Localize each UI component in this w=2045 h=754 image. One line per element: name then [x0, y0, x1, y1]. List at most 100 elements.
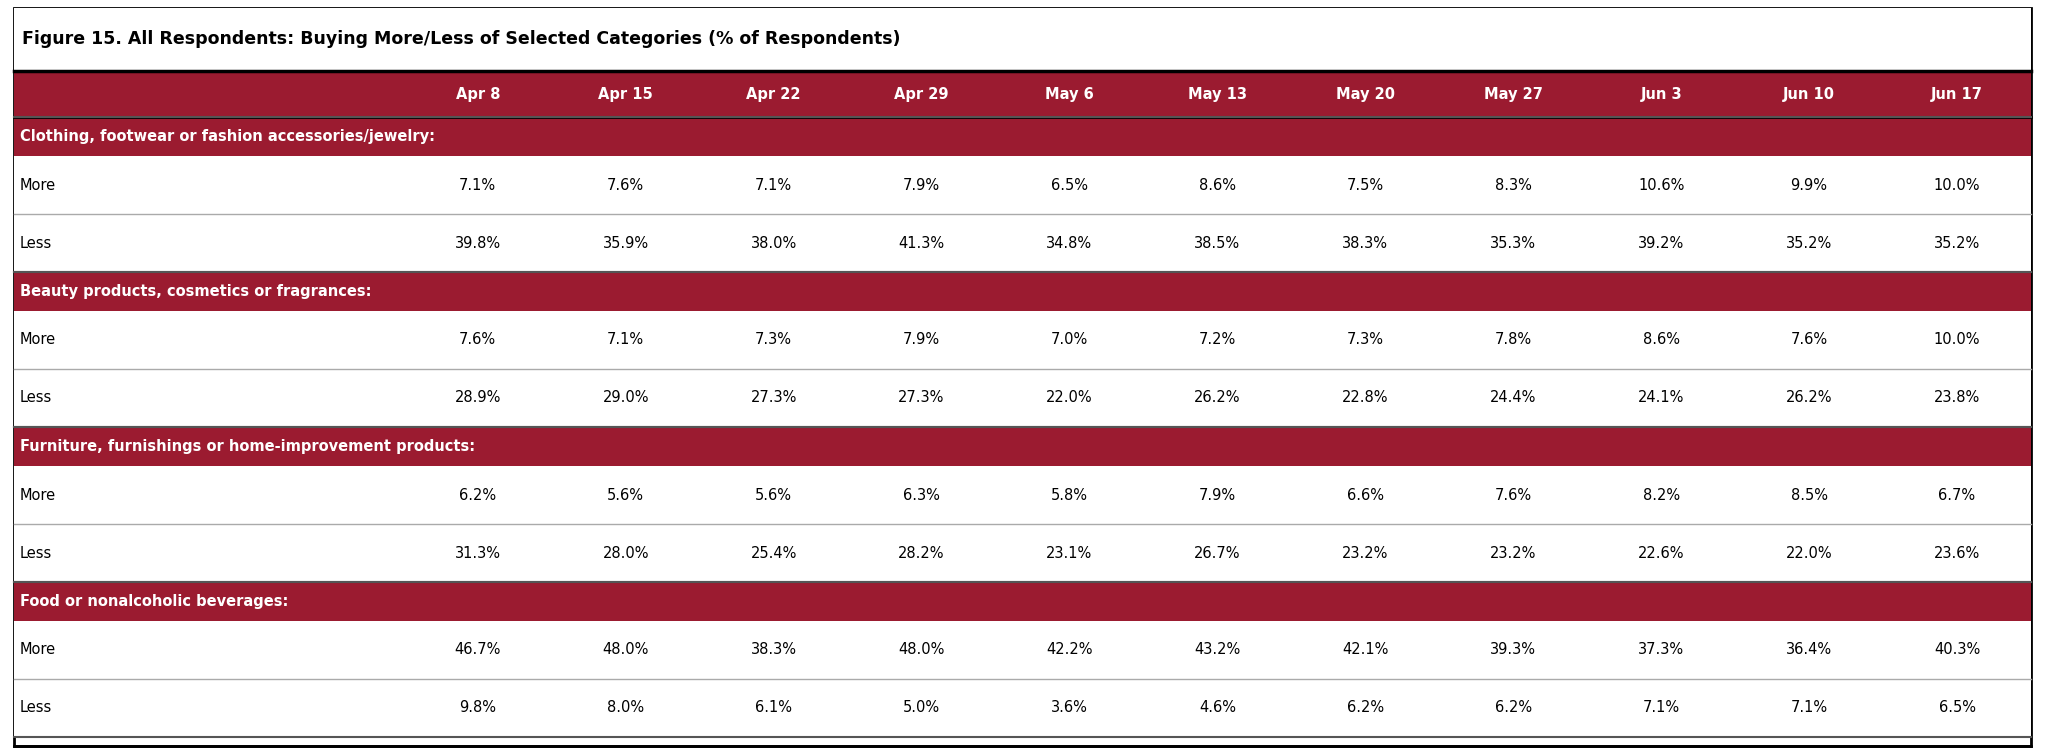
Text: 35.3%: 35.3% [1491, 235, 1536, 250]
Text: 3.6%: 3.6% [1051, 700, 1088, 716]
Text: 10.0%: 10.0% [1935, 177, 1980, 192]
Text: 6.5%: 6.5% [1939, 700, 1975, 716]
Text: Jun 17: Jun 17 [1930, 87, 1984, 102]
Text: 9.8%: 9.8% [460, 700, 497, 716]
Text: Apr 29: Apr 29 [894, 87, 949, 102]
Text: 40.3%: 40.3% [1935, 642, 1980, 657]
Text: 28.2%: 28.2% [898, 545, 945, 560]
Text: 7.1%: 7.1% [460, 177, 497, 192]
Text: Furniture, furnishings or home-improvement products:: Furniture, furnishings or home-improveme… [20, 439, 474, 454]
Bar [14, 524, 2031, 582]
Text: 7.9%: 7.9% [904, 177, 941, 192]
Text: 35.9%: 35.9% [603, 235, 648, 250]
Text: 28.9%: 28.9% [454, 391, 501, 406]
Text: 5.6%: 5.6% [607, 488, 644, 502]
Text: 7.9%: 7.9% [904, 333, 941, 348]
Text: 46.7%: 46.7% [454, 642, 501, 657]
Text: Less: Less [20, 700, 53, 716]
Bar [14, 369, 2031, 427]
Text: Apr 8: Apr 8 [456, 87, 501, 102]
Bar [14, 156, 2031, 214]
Text: May 20: May 20 [1335, 87, 1395, 102]
Text: 8.6%: 8.6% [1642, 333, 1679, 348]
Text: 8.3%: 8.3% [1495, 177, 1532, 192]
Text: 22.6%: 22.6% [1638, 545, 1685, 560]
Text: 29.0%: 29.0% [603, 391, 648, 406]
Text: 38.5%: 38.5% [1194, 235, 1241, 250]
Bar [14, 621, 2031, 679]
Text: 26.7%: 26.7% [1194, 545, 1241, 560]
Text: 23.2%: 23.2% [1342, 545, 1389, 560]
Text: Jun 10: Jun 10 [1783, 87, 1834, 102]
Text: 9.9%: 9.9% [1791, 177, 1828, 192]
Text: 7.6%: 7.6% [1495, 488, 1532, 502]
Text: 7.8%: 7.8% [1495, 333, 1532, 348]
Text: 7.2%: 7.2% [1198, 333, 1235, 348]
Bar [14, 8, 2031, 71]
Text: 22.0%: 22.0% [1047, 391, 1092, 406]
Text: 39.2%: 39.2% [1638, 235, 1685, 250]
Text: 28.0%: 28.0% [603, 545, 648, 560]
Text: May 13: May 13 [1188, 87, 1247, 102]
Text: Food or nonalcoholic beverages:: Food or nonalcoholic beverages: [20, 594, 288, 609]
Bar [14, 214, 2031, 272]
Bar [14, 679, 2031, 737]
Text: 7.6%: 7.6% [460, 333, 497, 348]
Text: 8.5%: 8.5% [1791, 488, 1828, 502]
Text: 6.5%: 6.5% [1051, 177, 1088, 192]
Bar [14, 272, 2031, 311]
Text: 23.2%: 23.2% [1491, 545, 1536, 560]
Text: 23.6%: 23.6% [1935, 545, 1980, 560]
Text: 6.6%: 6.6% [1348, 488, 1384, 502]
Text: 7.5%: 7.5% [1348, 177, 1384, 192]
Text: 10.6%: 10.6% [1638, 177, 1685, 192]
Text: 22.0%: 22.0% [1785, 545, 1832, 560]
Text: More: More [20, 488, 55, 502]
Text: 48.0%: 48.0% [603, 642, 648, 657]
Text: 25.4%: 25.4% [751, 545, 798, 560]
Text: 10.0%: 10.0% [1935, 333, 1980, 348]
Text: 39.8%: 39.8% [454, 235, 501, 250]
Bar [14, 466, 2031, 524]
Text: More: More [20, 642, 55, 657]
Text: 37.3%: 37.3% [1638, 642, 1685, 657]
Text: 7.9%: 7.9% [1198, 488, 1235, 502]
Text: Less: Less [20, 545, 53, 560]
Text: 34.8%: 34.8% [1047, 235, 1092, 250]
Text: 31.3%: 31.3% [454, 545, 501, 560]
Text: 7.6%: 7.6% [607, 177, 644, 192]
Text: 26.2%: 26.2% [1194, 391, 1241, 406]
Text: 4.6%: 4.6% [1198, 700, 1235, 716]
Text: 6.7%: 6.7% [1939, 488, 1975, 502]
Text: Beauty products, cosmetics or fragrances:: Beauty products, cosmetics or fragrances… [20, 284, 372, 299]
Text: 7.1%: 7.1% [1642, 700, 1679, 716]
Text: 23.1%: 23.1% [1047, 545, 1092, 560]
Text: May 27: May 27 [1485, 87, 1542, 102]
Text: 24.1%: 24.1% [1638, 391, 1685, 406]
Text: 27.3%: 27.3% [898, 391, 945, 406]
Text: 8.6%: 8.6% [1198, 177, 1235, 192]
Text: 24.4%: 24.4% [1491, 391, 1536, 406]
Text: 42.1%: 42.1% [1342, 642, 1389, 657]
Text: Jun 3: Jun 3 [1640, 87, 1681, 102]
Text: 27.3%: 27.3% [751, 391, 798, 406]
Text: 5.0%: 5.0% [904, 700, 941, 716]
Text: 6.2%: 6.2% [1495, 700, 1532, 716]
Text: 7.0%: 7.0% [1051, 333, 1088, 348]
Text: 35.2%: 35.2% [1785, 235, 1832, 250]
Text: 38.3%: 38.3% [1342, 235, 1389, 250]
Text: 6.3%: 6.3% [904, 488, 941, 502]
Text: 7.1%: 7.1% [755, 177, 791, 192]
Text: 5.6%: 5.6% [755, 488, 791, 502]
Text: 6.2%: 6.2% [460, 488, 497, 502]
Text: 5.8%: 5.8% [1051, 488, 1088, 502]
Text: 42.2%: 42.2% [1047, 642, 1092, 657]
Text: 43.2%: 43.2% [1194, 642, 1241, 657]
Text: 41.3%: 41.3% [898, 235, 945, 250]
Text: Apr 15: Apr 15 [599, 87, 652, 102]
Text: 26.2%: 26.2% [1785, 391, 1832, 406]
Text: 6.1%: 6.1% [755, 700, 791, 716]
Text: Clothing, footwear or fashion accessories/jewelry:: Clothing, footwear or fashion accessorie… [20, 129, 436, 144]
Text: 35.2%: 35.2% [1935, 235, 1980, 250]
Text: More: More [20, 177, 55, 192]
